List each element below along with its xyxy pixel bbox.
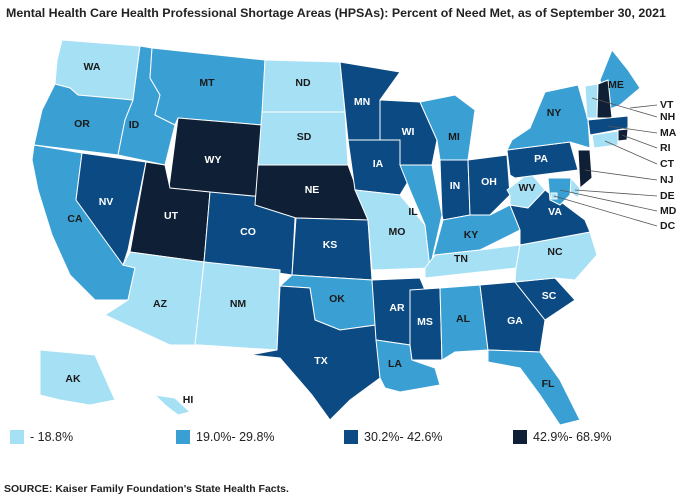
- leader-line-ri: [621, 134, 658, 149]
- leader-line-de: [574, 189, 658, 197]
- state-label-id: ID: [129, 119, 140, 131]
- state-label-wy: WY: [205, 154, 222, 166]
- source-note: SOURCE: Kaiser Family Foundation's State…: [4, 483, 289, 495]
- state-label-ut: UT: [164, 210, 179, 222]
- state-fl[interactable]: [487, 349, 581, 426]
- state-de[interactable]: [569, 176, 581, 199]
- state-ms[interactable]: [409, 287, 443, 361]
- state-label-nc: NC: [547, 246, 563, 258]
- state-label-oh: OH: [481, 176, 497, 188]
- state-label-ok: OK: [329, 293, 345, 305]
- legend-label-1: - 18.8%: [30, 430, 74, 444]
- state-label-co: CO: [240, 226, 256, 238]
- state-label-ny: NY: [547, 107, 562, 119]
- state-label-ms: MS: [417, 316, 433, 328]
- leader-line-vt: [629, 104, 658, 109]
- state-label-wa: WA: [84, 61, 101, 73]
- state-ak[interactable]: [39, 349, 116, 406]
- state-label-ks: KS: [323, 239, 338, 251]
- state-label-mo: MO: [389, 226, 406, 238]
- state-label-ma: MA: [660, 127, 677, 139]
- state-label-nd: ND: [295, 77, 311, 89]
- state-label-mt: MT: [199, 77, 215, 89]
- legend-label-4: 42.9%- 68.9%: [533, 430, 612, 444]
- leader-line-ma: [607, 125, 658, 134]
- state-label-me: ME: [608, 79, 624, 91]
- state-label-ri: RI: [660, 142, 671, 154]
- state-label-ca: CA: [67, 213, 83, 225]
- us-choropleth-map: WA OR CA NV ID MT WY UT AZ NM CO ND SD NE KS OK TX MN IA MO…: [31, 39, 677, 426]
- legend-swatch-3: [344, 430, 358, 444]
- state-label-mn: MN: [354, 96, 370, 108]
- state-label-mi: MI: [448, 131, 460, 143]
- map-title: Mental Health Care Health Professional S…: [6, 6, 666, 20]
- state-label-sc: SC: [542, 290, 557, 302]
- state-label-nm: NM: [230, 298, 247, 310]
- state-label-ar: AR: [389, 302, 405, 314]
- state-label-az: AZ: [153, 298, 168, 310]
- state-label-in: IN: [450, 180, 461, 192]
- leader-line-nj: [584, 169, 658, 181]
- state-label-tn: TN: [454, 253, 468, 265]
- legend-item-4: 42.9%- 68.9%: [513, 430, 612, 444]
- state-label-ia: IA: [373, 158, 384, 170]
- state-ma[interactable]: [587, 115, 629, 136]
- state-label-sd: SD: [297, 131, 312, 143]
- state-tx[interactable]: [249, 285, 381, 421]
- state-label-ne: NE: [305, 184, 320, 196]
- state-label-la: LA: [388, 358, 402, 370]
- legend-swatch-2: [176, 430, 190, 444]
- state-label-ky: KY: [464, 229, 479, 241]
- state-label-de: DE: [660, 190, 675, 202]
- state-hi[interactable]: [153, 394, 192, 416]
- state-nj[interactable]: [577, 149, 593, 190]
- leader-line-dc: [553, 195, 658, 227]
- state-label-al: AL: [456, 313, 471, 325]
- legend-item-1: - 18.8%: [10, 430, 73, 444]
- state-label-pa: PA: [534, 153, 548, 165]
- state-oh[interactable]: [467, 154, 511, 216]
- state-label-or: OR: [74, 118, 90, 130]
- leader-line-md: [559, 189, 658, 212]
- state-label-va: VA: [548, 206, 562, 218]
- state-nm[interactable]: [194, 261, 281, 351]
- legend-swatch-4: [513, 430, 527, 444]
- state-label-il: IL: [408, 206, 418, 218]
- leader-line-nh: [591, 97, 658, 118]
- state-nv[interactable]: [75, 152, 147, 267]
- state-label-fl: FL: [542, 378, 555, 390]
- state-label-tx: TX: [314, 355, 327, 367]
- state-al[interactable]: [439, 284, 489, 361]
- state-label-wi: WI: [402, 126, 415, 138]
- state-label-ct: CT: [660, 158, 675, 170]
- state-label-nj: NJ: [660, 174, 674, 186]
- state-nc[interactable]: [514, 231, 598, 283]
- state-vt[interactable]: [584, 83, 599, 119]
- legend-item-3: 30.2%- 42.6%: [344, 430, 443, 444]
- legend-swatch-1: [10, 430, 24, 444]
- state-label-md: MD: [660, 205, 677, 217]
- state-label-ga: GA: [507, 315, 523, 327]
- state-label-nv: NV: [99, 196, 114, 208]
- legend: - 18.8% 19.0%- 29.8% 30.2%- 42.6% 42.9%-…: [0, 430, 692, 456]
- leader-line-ct: [604, 140, 658, 165]
- state-label-dc: DC: [660, 220, 676, 232]
- state-label-vt: VT: [660, 99, 674, 111]
- legend-label-3: 30.2%- 42.6%: [364, 430, 443, 444]
- state-label-ak: AK: [65, 373, 81, 385]
- state-label-nh: NH: [660, 111, 675, 123]
- state-label-hi: HI: [183, 394, 194, 406]
- state-label-wv: WV: [519, 182, 536, 194]
- legend-item-2: 19.0%- 29.8%: [176, 430, 275, 444]
- legend-label-2: 19.0%- 29.8%: [196, 430, 275, 444]
